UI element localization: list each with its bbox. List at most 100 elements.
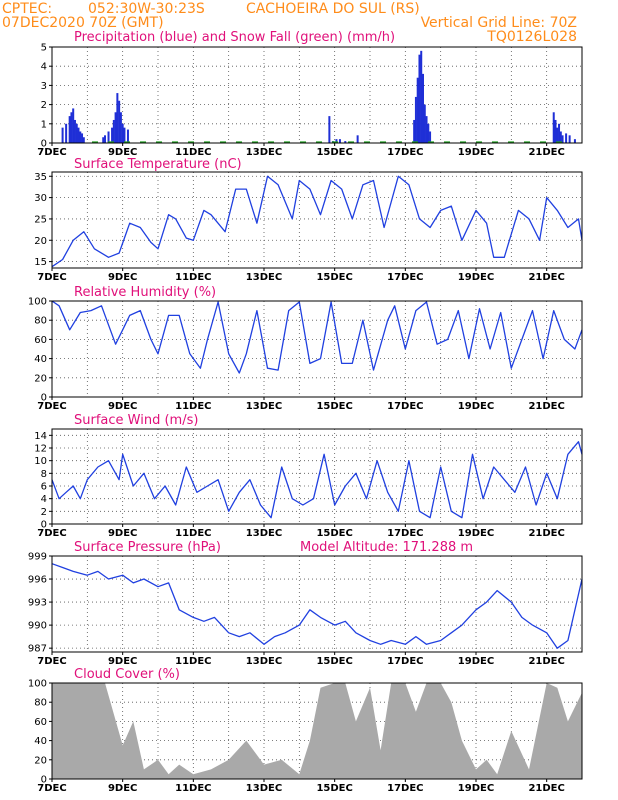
precip-bar (116, 93, 119, 143)
y-tick-label: 25 (34, 214, 47, 225)
x-tick-label: 11DEC (175, 401, 211, 412)
y-tick-label: 4 (41, 494, 47, 505)
x-tick-label: 9DEC (108, 272, 137, 283)
y-tick-label: 40 (34, 354, 47, 365)
precip-bar (112, 119, 115, 143)
precip-bar (102, 137, 105, 143)
panel-frame (51, 171, 583, 269)
x-tick-label: 19DEC (458, 272, 494, 283)
x-tick-label: 21DEC (528, 147, 564, 158)
y-tick-label: 993 (28, 598, 47, 609)
header-date: 07DEC2020 70Z (GMT) (2, 15, 164, 31)
precip-bar (107, 131, 110, 143)
x-tick-label: 17DEC (387, 528, 423, 539)
x-tick-label: 7DEC (37, 147, 66, 158)
precip-bar (82, 137, 85, 143)
temperature-title: Surface Temperature (nC) (74, 157, 242, 172)
y-tick-label: 0 (41, 393, 47, 404)
header-grid-note: Vertical Grid Line: 70Z (421, 15, 577, 31)
precip-bar (70, 112, 73, 143)
model-altitude: Model Altitude: 171.288 m (300, 540, 473, 555)
x-tick-label: 17DEC (387, 783, 423, 794)
x-tick-label: 11DEC (175, 783, 211, 794)
x-tick-label: 11DEC (175, 656, 211, 667)
y-tick-label: 999 (28, 552, 47, 563)
precip-bar (561, 135, 564, 143)
y-tick-label: 8 (41, 469, 47, 480)
x-tick-label: 17DEC (387, 272, 423, 283)
precip-bar (73, 119, 76, 143)
y-tick-label: 5 (41, 43, 47, 54)
x-tick-label: 9DEC (108, 401, 137, 412)
y-tick-label: 60 (34, 717, 47, 728)
humidity-title: Relative Humidity (%) (74, 285, 216, 300)
precip-bar (335, 139, 338, 143)
header-model-code: TQ0126L028 (486, 29, 577, 45)
precip-bar (425, 116, 428, 143)
precip-bar (356, 135, 359, 143)
x-tick-label: 19DEC (458, 656, 494, 667)
header-coords: 052:30W-30:23S (88, 1, 205, 17)
y-tick-label: 100 (28, 297, 47, 308)
x-tick-label: 19DEC (458, 401, 494, 412)
precip-bar (79, 131, 82, 143)
x-tick-label: 11DEC (175, 528, 211, 539)
x-tick-label: 15DEC (316, 147, 352, 158)
y-tick-label: 10 (34, 456, 47, 467)
temperature-panel: Surface Temperature (nC) 15 20 25 30 35 7DEC 9… (34, 157, 583, 283)
precipitation-panel: Precipitation (blue) and Snow Fall (gree… (37, 30, 583, 158)
y-tick-label: 100 (28, 679, 47, 690)
y-tick-label: 0 (41, 139, 47, 150)
x-tick-label: 13DEC (246, 528, 282, 539)
cloud-cover-title: Cloud Cover (%) (74, 667, 180, 682)
precip-bar (565, 133, 568, 143)
y-tick-label: 12 (34, 444, 47, 455)
series-line (51, 563, 583, 649)
y-tick-label: 2 (41, 100, 47, 111)
precip-bar (413, 119, 416, 143)
precip-bar (111, 127, 114, 143)
x-tick-label: 9DEC (108, 147, 137, 158)
y-tick-label: 0 (41, 775, 47, 786)
x-tick-label: 17DEC (387, 656, 423, 667)
series-line (51, 175, 583, 268)
x-tick-label: 7DEC (37, 783, 66, 794)
x-tick-label: 15DEC (316, 401, 352, 412)
y-tick-label: 990 (28, 621, 47, 632)
precip-bar (75, 123, 78, 143)
x-tick-label: 7DEC (37, 528, 66, 539)
precip-bar (423, 104, 426, 143)
precip-bar (119, 112, 122, 143)
x-tick-label: 7DEC (37, 401, 66, 412)
panel-frame (51, 555, 583, 653)
y-tick-label: 60 (34, 335, 47, 346)
y-tick-label: 987 (28, 644, 47, 655)
precip-bar (118, 100, 121, 143)
precip-bar (573, 139, 576, 143)
y-tick-label: 20 (34, 236, 47, 247)
y-tick-label: 80 (34, 316, 47, 327)
x-tick-label: 19DEC (458, 528, 494, 539)
pressure-panel: Surface Pressure (hPa) Model Altitude: 1… (28, 540, 583, 667)
precip-bar (559, 131, 562, 143)
precip-bar (77, 127, 80, 143)
humidity-panel: Relative Humidity (%) 0 20 40 60 80 100 7DEC 9D… (28, 285, 583, 412)
y-tick-label: 3 (41, 81, 47, 92)
precip-bar (429, 131, 432, 143)
y-tick-label: 2 (41, 507, 47, 518)
x-tick-label: 15DEC (316, 272, 352, 283)
precip-bar (72, 108, 75, 143)
header-location: CACHOEIRA DO SUL (RS) (246, 1, 420, 17)
precip-bar (123, 127, 126, 143)
y-tick-label: 1 (41, 119, 47, 130)
precip-bar (81, 133, 84, 143)
y-tick-label: 996 (28, 575, 47, 586)
x-tick-label: 21DEC (528, 656, 564, 667)
x-tick-label: 13DEC (246, 656, 282, 667)
y-tick-label: 20 (34, 373, 47, 384)
cloud-cover-panel: Cloud Cover (%) 0 20 40 60 80 100 7DEC 9DEC 11DE… (28, 667, 583, 794)
precip-bar (427, 123, 430, 143)
x-tick-label: 7DEC (37, 272, 66, 283)
x-tick-label: 9DEC (108, 656, 137, 667)
